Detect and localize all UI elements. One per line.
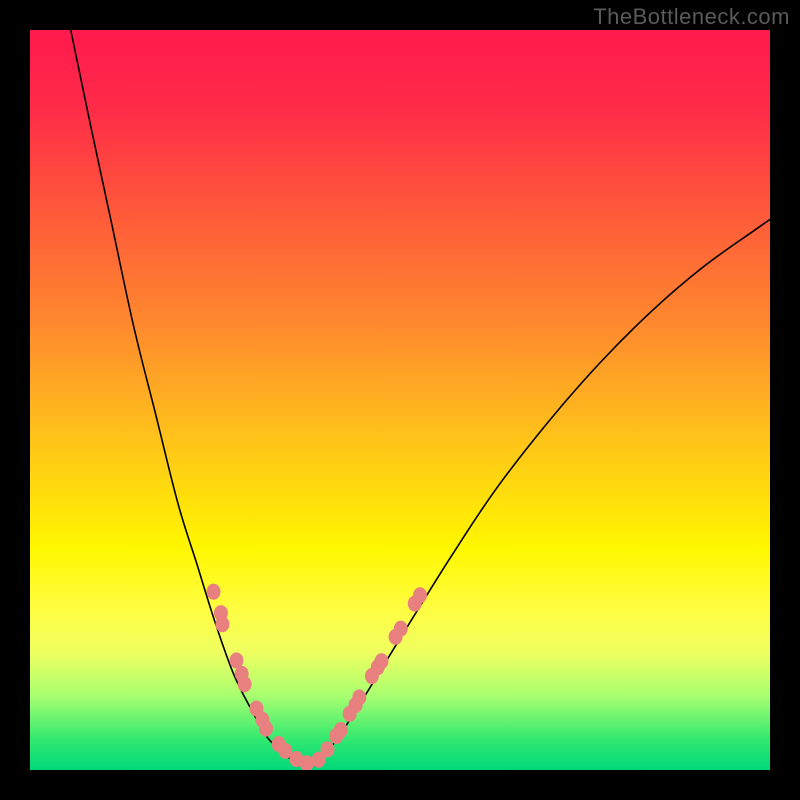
bottleneck-curve [30,30,770,770]
curve-marker [375,653,389,669]
curve-marker [238,676,252,692]
marker-cluster-trough [289,751,325,770]
plot-area [30,30,770,770]
watermark-text: TheBottleneck.com [593,4,790,30]
curve-marker [320,741,334,757]
curve-marker [259,721,273,737]
curve-marker [413,587,427,603]
curve-marker [394,621,408,637]
marker-cluster-left [207,584,293,759]
marker-cluster-right [320,587,427,757]
left-curve [71,30,304,764]
curve-marker [207,584,221,600]
curve-marker [334,722,348,738]
curve-marker [215,616,229,632]
curve-marker [352,689,366,705]
